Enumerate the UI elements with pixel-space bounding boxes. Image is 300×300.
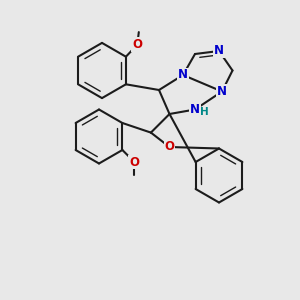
Text: O: O xyxy=(164,140,175,154)
Text: N: N xyxy=(217,85,227,98)
Text: N: N xyxy=(190,103,200,116)
Text: N: N xyxy=(178,68,188,82)
Text: N: N xyxy=(214,44,224,58)
Text: H: H xyxy=(200,107,208,117)
Text: O: O xyxy=(132,38,142,51)
Text: O: O xyxy=(129,155,140,169)
